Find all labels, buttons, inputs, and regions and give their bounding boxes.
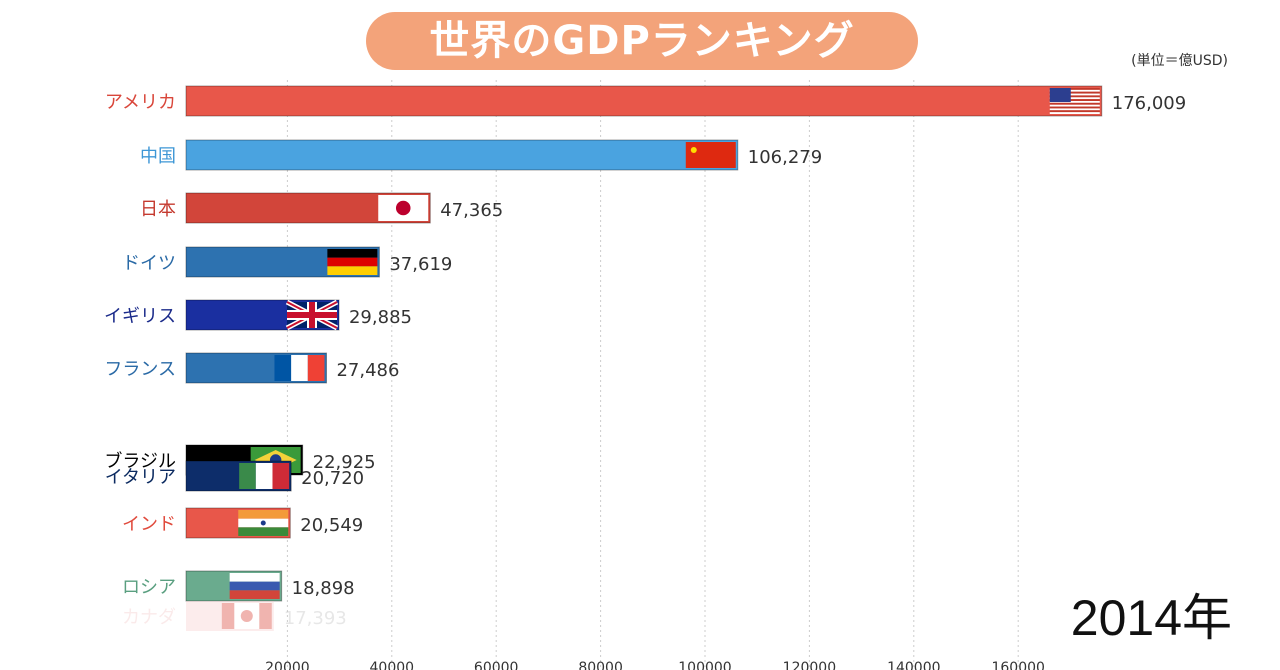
x-tick-label: 160000 <box>991 660 1044 670</box>
value-label: 20,720 <box>301 468 364 489</box>
bar-group: カナダ 17,393 <box>122 601 347 631</box>
flag-icon-fr <box>274 355 325 381</box>
value-label: 22,925 <box>313 452 376 473</box>
x-tick-label: 120000 <box>783 660 836 670</box>
x-tick-label: 80000 <box>578 660 623 670</box>
bar <box>185 139 739 171</box>
flag-icon-gb <box>285 299 339 331</box>
flag-icon-jp <box>378 195 429 221</box>
category-label: イタリア <box>105 467 176 488</box>
category-label: ドイツ <box>122 253 176 274</box>
category-label: インド <box>122 514 176 535</box>
flag-icon-in <box>238 510 289 536</box>
bar-group: イギリス 29,885 <box>104 299 412 331</box>
category-label: ブラジル <box>104 450 176 472</box>
value-label: 47,365 <box>440 200 503 221</box>
value-label: 37,619 <box>389 254 452 275</box>
bar <box>185 85 1103 117</box>
flag-icon-us <box>1049 88 1100 114</box>
bar-group: アメリカ 176,009 <box>105 85 1186 117</box>
value-label: 18,898 <box>292 578 355 599</box>
x-tick-label: 20000 <box>265 660 310 670</box>
value-label: 29,885 <box>349 307 412 328</box>
bar-group: イタリア 20,720 <box>105 460 364 492</box>
bar-group: ドイツ 37,619 <box>122 246 452 278</box>
x-tick-label: 100000 <box>678 660 731 670</box>
value-label: 17,393 <box>284 608 347 629</box>
bar-group: ロシア 18,898 <box>122 570 355 602</box>
flag-icon-ca <box>221 603 272 629</box>
flag-icon-de <box>327 249 378 275</box>
flag-icon-it <box>239 463 290 489</box>
chart-title: 世界のGDPランキング <box>366 12 918 70</box>
x-tick-label: 60000 <box>474 660 519 670</box>
bar-group: インド 20,549 <box>122 507 363 539</box>
category-label: フランス <box>104 359 176 380</box>
category-label: ロシア <box>122 577 176 598</box>
x-tick-label: 140000 <box>887 660 940 670</box>
flag-icon-ru <box>229 573 280 599</box>
value-label: 27,486 <box>336 360 399 381</box>
category-label: アメリカ <box>105 92 176 113</box>
value-label: 106,279 <box>748 147 822 168</box>
bar-group: 日本 47,365 <box>140 192 503 224</box>
year-label: 2014年 <box>1070 590 1232 646</box>
category-label: 中国 <box>140 146 176 167</box>
value-label: 20,549 <box>300 515 363 536</box>
category-label: カナダ <box>122 607 176 628</box>
bar-group: フランス 27,486 <box>104 352 399 384</box>
category-label: 日本 <box>140 199 176 220</box>
unit-label: (単位＝億USD) <box>1131 53 1228 69</box>
flag-icon-cn <box>685 142 736 168</box>
x-tick-label: 40000 <box>370 660 415 670</box>
bar-group: 中国 106,279 <box>140 139 822 171</box>
bar <box>186 601 274 631</box>
category-label: イギリス <box>104 306 176 327</box>
value-label: 176,009 <box>1112 93 1186 114</box>
